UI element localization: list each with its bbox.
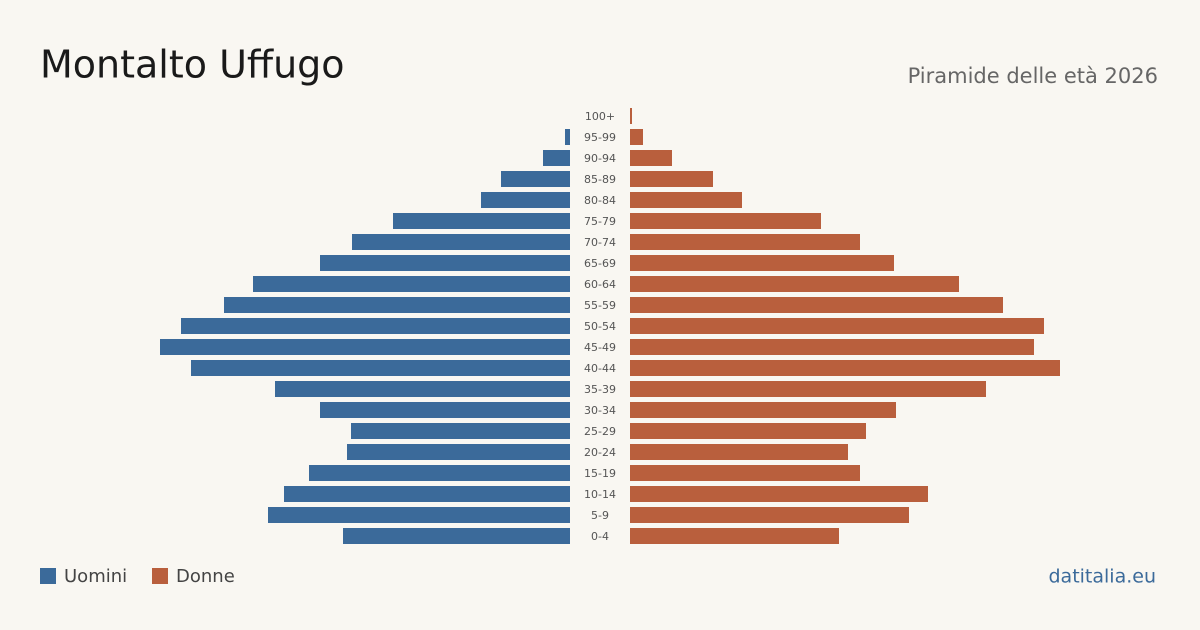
category-label: 85-89 (584, 173, 616, 186)
bar (630, 318, 1044, 334)
bar (630, 297, 1003, 313)
bar (343, 528, 570, 544)
category-label: 0-4 (591, 530, 609, 543)
bar (565, 129, 570, 145)
source: datitalia.eu (1049, 566, 1157, 588)
bar (352, 234, 570, 250)
bar (320, 255, 570, 271)
chart-subtitle: Piramide delle età 2026 (908, 64, 1158, 88)
bar (630, 486, 928, 502)
category-label: 5-9 (591, 509, 609, 522)
category-label: 45-49 (584, 341, 616, 354)
category-label: 35-39 (584, 383, 616, 396)
bar (630, 213, 821, 229)
bar (351, 423, 570, 439)
bar (160, 339, 570, 355)
bar (630, 339, 1034, 355)
category-label: 25-29 (584, 425, 616, 438)
category-label: 20-24 (584, 446, 616, 459)
bar (630, 255, 894, 271)
bar (630, 108, 632, 124)
category-label: 55-59 (584, 299, 616, 312)
category-label: 15-19 (584, 467, 616, 480)
bar (630, 150, 672, 166)
bar (630, 402, 896, 418)
bar (630, 381, 986, 397)
bar (481, 192, 570, 208)
bar (630, 465, 860, 481)
category-label: 30-34 (584, 404, 616, 417)
bar (320, 402, 570, 418)
category-label: 100+ (585, 110, 615, 123)
category-label: 40-44 (584, 362, 616, 375)
bar (630, 276, 959, 292)
category-label: 60-64 (584, 278, 616, 291)
bar (181, 318, 570, 334)
bar (630, 423, 866, 439)
bar (543, 150, 570, 166)
legend-swatch (40, 568, 56, 584)
bar (630, 528, 839, 544)
legend-label: Uomini (64, 566, 127, 587)
bar (501, 171, 570, 187)
bar (309, 465, 570, 481)
category-label: 10-14 (584, 488, 616, 501)
bar (268, 507, 570, 523)
category-label: 95-99 (584, 131, 616, 144)
bar (253, 276, 570, 292)
category-label: 80-84 (584, 194, 616, 207)
chart-title: Montalto Uffugo (40, 43, 345, 87)
category-label: 70-74 (584, 236, 616, 249)
bar (630, 192, 742, 208)
bar (347, 444, 570, 460)
bar (630, 129, 643, 145)
legend-swatch (152, 568, 168, 584)
category-label: 50-54 (584, 320, 616, 333)
bar (630, 171, 713, 187)
bar (191, 360, 570, 376)
category-label: 75-79 (584, 215, 616, 228)
category-label: 65-69 (584, 257, 616, 270)
bar (630, 234, 860, 250)
category-label: 90-94 (584, 152, 616, 165)
bar (284, 486, 570, 502)
bar (630, 444, 848, 460)
bar (630, 360, 1060, 376)
bar (630, 507, 909, 523)
legend-label: Donne (176, 566, 235, 587)
bar (224, 297, 570, 313)
bar (393, 213, 570, 229)
bar (275, 381, 570, 397)
